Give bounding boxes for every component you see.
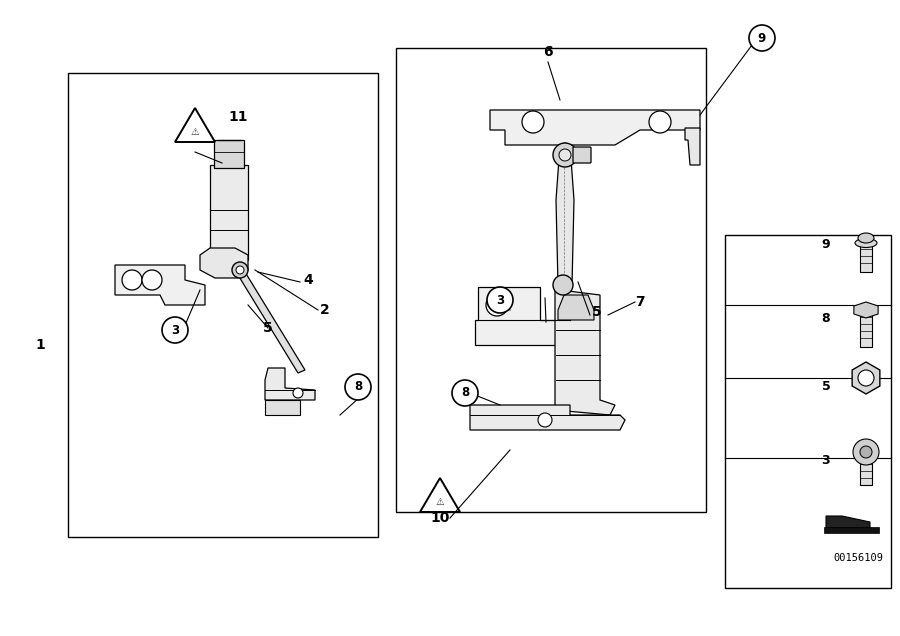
Text: 11: 11 <box>229 110 248 124</box>
Text: ⚠: ⚠ <box>191 127 200 137</box>
Bar <box>396 48 706 512</box>
Circle shape <box>749 25 775 51</box>
Text: 5: 5 <box>592 305 602 319</box>
Circle shape <box>858 370 874 386</box>
Bar <box>724 235 891 588</box>
Polygon shape <box>854 302 878 318</box>
Bar <box>68 73 378 537</box>
Text: 4: 4 <box>303 273 313 287</box>
Circle shape <box>522 111 544 133</box>
Polygon shape <box>420 478 460 512</box>
Bar <box>824 527 879 533</box>
Text: 5: 5 <box>263 321 273 335</box>
Circle shape <box>232 262 248 278</box>
Polygon shape <box>490 110 700 145</box>
Circle shape <box>236 266 244 274</box>
Circle shape <box>559 149 571 161</box>
Circle shape <box>553 275 573 295</box>
FancyBboxPatch shape <box>573 147 591 163</box>
Circle shape <box>649 111 671 133</box>
Circle shape <box>293 388 303 398</box>
Polygon shape <box>685 128 700 165</box>
Text: 9: 9 <box>758 32 766 45</box>
Bar <box>860 455 872 485</box>
Text: 3: 3 <box>171 324 179 336</box>
Polygon shape <box>200 248 248 278</box>
Text: 5: 5 <box>822 380 831 392</box>
Bar <box>860 315 872 347</box>
Polygon shape <box>470 405 625 430</box>
Polygon shape <box>558 295 594 320</box>
Text: 10: 10 <box>430 511 450 525</box>
Text: 8: 8 <box>354 380 362 394</box>
Circle shape <box>345 374 371 400</box>
Circle shape <box>553 143 577 167</box>
Circle shape <box>486 294 508 316</box>
Polygon shape <box>556 143 574 290</box>
Text: 7: 7 <box>635 295 644 309</box>
Text: 3: 3 <box>496 293 504 307</box>
Text: 6: 6 <box>544 45 553 59</box>
Text: 8: 8 <box>822 312 831 324</box>
Polygon shape <box>475 287 570 345</box>
Bar <box>210 165 248 260</box>
Polygon shape <box>265 368 315 400</box>
Polygon shape <box>555 290 615 415</box>
Ellipse shape <box>855 238 877 247</box>
Circle shape <box>452 380 478 406</box>
Bar <box>214 140 244 168</box>
Polygon shape <box>238 272 305 373</box>
Circle shape <box>853 439 879 465</box>
Text: 9: 9 <box>822 237 831 251</box>
Text: 2: 2 <box>320 303 330 317</box>
Ellipse shape <box>858 233 874 243</box>
Polygon shape <box>265 400 300 415</box>
Circle shape <box>538 413 552 427</box>
Text: 3: 3 <box>822 453 831 466</box>
Circle shape <box>142 270 162 290</box>
Circle shape <box>860 446 872 458</box>
Circle shape <box>162 317 188 343</box>
Text: 00156109: 00156109 <box>833 553 883 563</box>
Polygon shape <box>826 516 870 528</box>
Circle shape <box>487 287 513 313</box>
Text: ⚠: ⚠ <box>436 497 445 507</box>
Text: 8: 8 <box>461 387 469 399</box>
Bar <box>860 240 872 272</box>
Polygon shape <box>852 362 880 394</box>
Polygon shape <box>175 108 215 142</box>
Text: 1: 1 <box>35 338 45 352</box>
Polygon shape <box>115 265 205 305</box>
Circle shape <box>122 270 142 290</box>
